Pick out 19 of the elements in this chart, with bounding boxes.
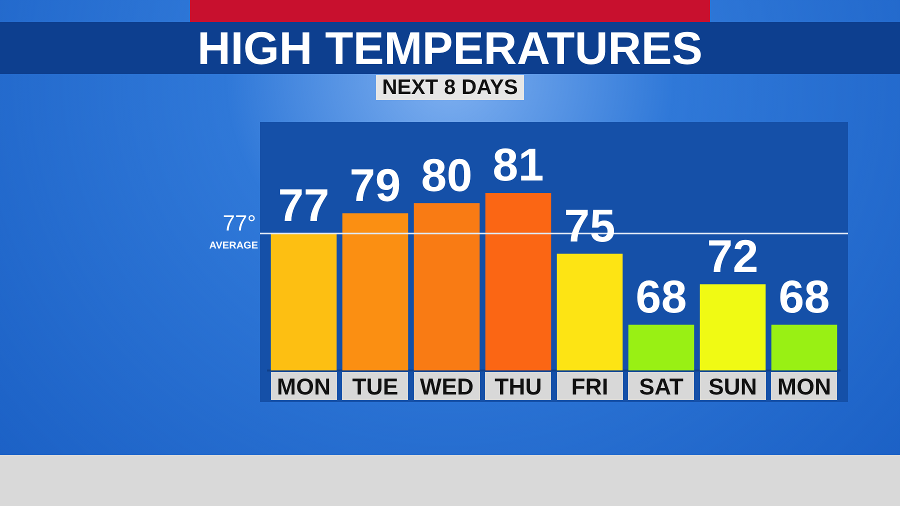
data-label: 81 — [492, 138, 544, 191]
data-label: 77 — [278, 179, 330, 232]
data-label: 68 — [778, 270, 830, 322]
chart-subtitle: NEXT 8 DAYS — [376, 75, 524, 100]
x-tick-label: WED — [420, 374, 474, 400]
data-label: 68 — [636, 270, 687, 322]
x-tick-label: SAT — [639, 374, 684, 400]
data-label: 72 — [707, 230, 758, 282]
data-label: 80 — [421, 148, 472, 201]
ref-line-label: 77° — [222, 210, 256, 236]
x-tick-label: THU — [494, 374, 542, 400]
x-tick-label: MON — [276, 374, 331, 400]
data-label: 79 — [350, 158, 401, 211]
chart-title: HIGH TEMPERATURES — [197, 21, 703, 75]
x-tick-label: TUE — [352, 374, 398, 400]
x-tick-label: SUN — [708, 374, 758, 400]
text: AVERAGE — [209, 240, 258, 252]
x-tick-label: MON — [777, 374, 832, 400]
x-tick-label: FRI — [571, 374, 608, 400]
